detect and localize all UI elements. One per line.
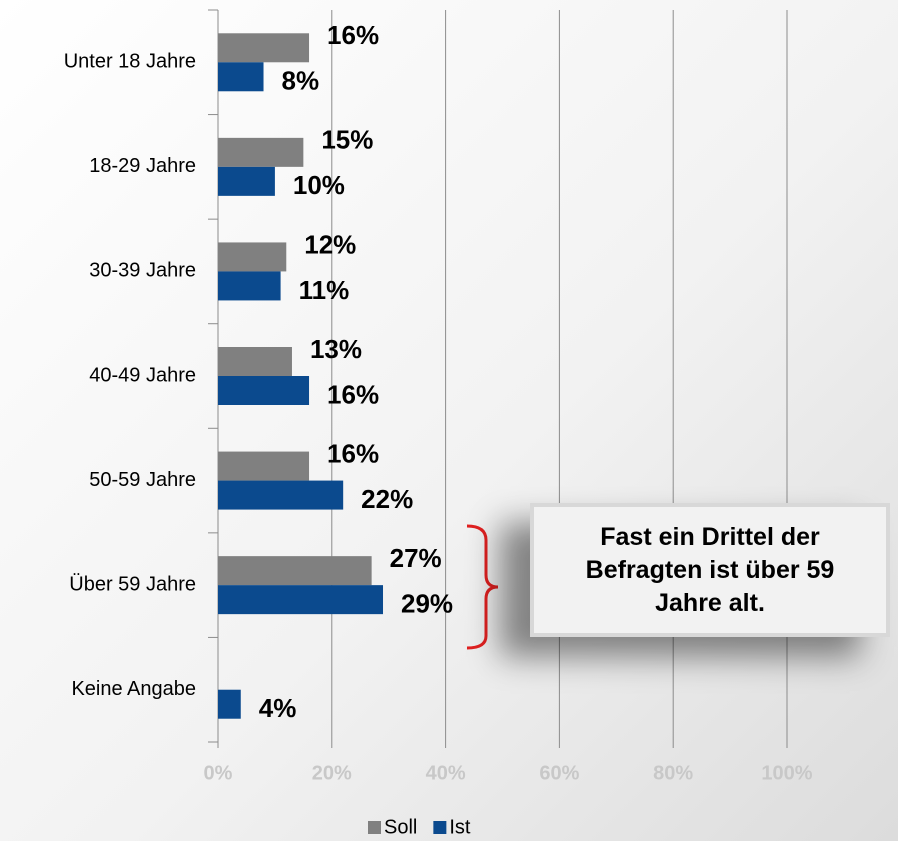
annotation: Fast ein Drittel der Befragten ist über … bbox=[530, 503, 890, 637]
bar bbox=[218, 347, 292, 376]
bar bbox=[218, 556, 372, 586]
value-label: 16% bbox=[327, 20, 379, 50]
bar bbox=[218, 271, 281, 301]
y-tick-label: 40-49 Jahre bbox=[89, 364, 196, 386]
x-tick-label: 40% bbox=[426, 762, 466, 784]
value-label: 16% bbox=[327, 379, 379, 409]
value-label: 16% bbox=[327, 438, 379, 468]
value-label: 8% bbox=[282, 66, 320, 96]
y-tick-label: Unter 18 Jahre bbox=[64, 51, 196, 73]
y-tick-label: 30-39 Jahre bbox=[89, 260, 196, 282]
x-tick-label: 80% bbox=[653, 762, 693, 784]
legend-swatch bbox=[368, 821, 381, 834]
legend-label: Soll bbox=[384, 816, 417, 838]
x-tick-label: 100% bbox=[761, 762, 812, 784]
value-label: 15% bbox=[321, 125, 373, 155]
bar bbox=[218, 166, 275, 196]
x-tick-label: 0% bbox=[204, 762, 233, 784]
y-tick-label: Keine Angabe bbox=[71, 678, 196, 700]
bar bbox=[218, 585, 384, 615]
bar bbox=[218, 376, 310, 405]
value-label: 27% bbox=[390, 543, 442, 573]
bar bbox=[218, 33, 310, 63]
x-tick-label: 20% bbox=[312, 762, 352, 784]
y-tick-label: 50-59 Jahre bbox=[89, 469, 196, 491]
bar bbox=[218, 451, 310, 481]
y-tick-label: Über 59 Jahre bbox=[69, 573, 196, 595]
bar bbox=[218, 137, 304, 167]
value-label: 12% bbox=[304, 229, 356, 259]
legend-label: Ist bbox=[449, 816, 471, 838]
y-tick-label: 18-29 Jahre bbox=[89, 155, 196, 177]
legend-swatch bbox=[433, 821, 447, 834]
bar bbox=[218, 480, 344, 510]
bar bbox=[218, 62, 264, 92]
plot: 0% 20% 40% 60% 80% 100%Unter 18 Jahre16%8%18-… bbox=[64, 9, 813, 838]
value-label: 29% bbox=[401, 589, 453, 619]
bracket bbox=[466, 524, 499, 650]
bar bbox=[218, 242, 287, 272]
value-label: 4% bbox=[259, 693, 297, 723]
bar bbox=[218, 689, 241, 719]
value-label: 10% bbox=[293, 170, 345, 200]
x-tick-label: 60% bbox=[539, 762, 579, 784]
value-label: 13% bbox=[310, 334, 362, 364]
value-label: 11% bbox=[299, 275, 350, 305]
value-label: 22% bbox=[361, 484, 413, 514]
